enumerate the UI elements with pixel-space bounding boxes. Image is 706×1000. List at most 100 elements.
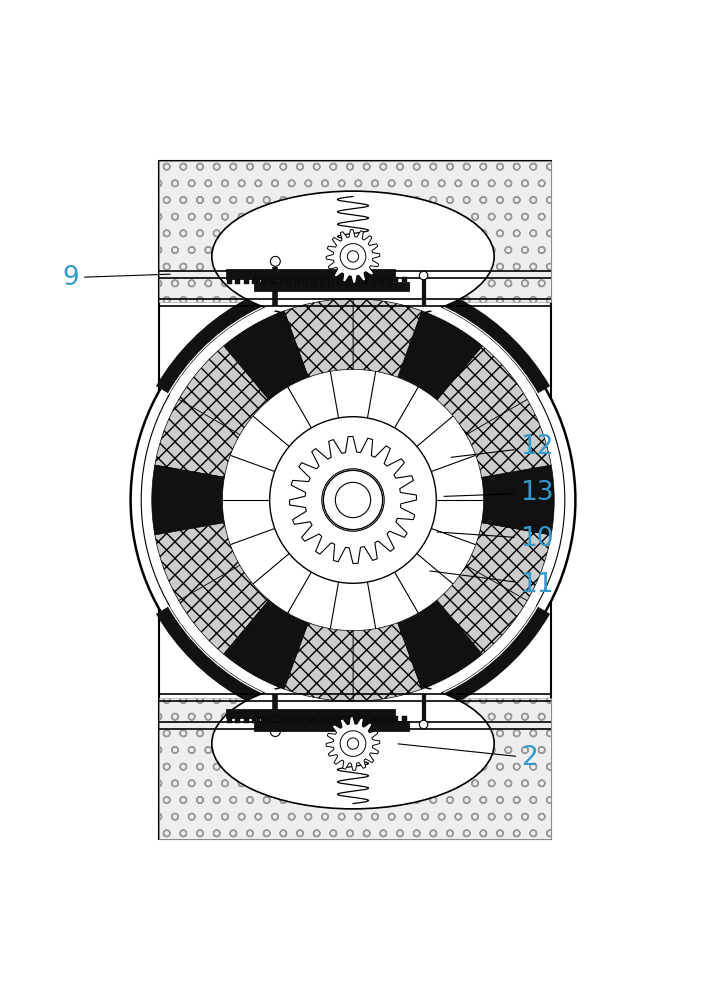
Bar xyxy=(316,277,321,282)
Circle shape xyxy=(347,738,359,749)
Bar xyxy=(227,279,232,284)
Bar xyxy=(376,277,381,282)
Bar xyxy=(298,716,304,721)
Bar xyxy=(311,279,316,284)
Bar xyxy=(244,279,249,284)
Polygon shape xyxy=(179,565,269,654)
Polygon shape xyxy=(155,523,240,601)
Bar xyxy=(269,718,274,723)
Bar xyxy=(289,277,294,282)
Bar xyxy=(269,279,274,284)
Bar xyxy=(294,279,299,284)
Bar xyxy=(311,718,316,723)
Circle shape xyxy=(419,720,428,729)
Bar xyxy=(341,716,347,721)
Bar xyxy=(307,716,312,721)
Polygon shape xyxy=(481,465,554,535)
Polygon shape xyxy=(285,623,353,701)
Circle shape xyxy=(270,256,280,266)
Polygon shape xyxy=(326,717,380,770)
Bar xyxy=(362,718,367,723)
Polygon shape xyxy=(466,399,551,477)
Bar xyxy=(393,716,398,721)
Ellipse shape xyxy=(212,678,494,809)
Bar xyxy=(320,279,325,284)
Bar xyxy=(254,721,409,731)
Bar xyxy=(328,279,333,284)
Bar xyxy=(255,716,261,721)
Bar xyxy=(289,716,294,721)
Bar xyxy=(303,718,308,723)
Polygon shape xyxy=(289,436,417,564)
Bar xyxy=(328,718,333,723)
Circle shape xyxy=(270,417,436,583)
Bar xyxy=(273,716,277,721)
Bar xyxy=(277,718,282,723)
Bar xyxy=(333,277,338,282)
Circle shape xyxy=(322,469,384,531)
Polygon shape xyxy=(326,230,380,283)
Polygon shape xyxy=(155,399,240,477)
Circle shape xyxy=(131,278,575,722)
Circle shape xyxy=(270,727,280,737)
Bar xyxy=(350,716,355,721)
Bar xyxy=(252,718,257,723)
Bar xyxy=(294,718,299,723)
Bar xyxy=(261,279,265,284)
Polygon shape xyxy=(224,600,309,689)
Bar xyxy=(298,277,304,282)
Bar xyxy=(354,718,359,723)
Bar xyxy=(255,277,261,282)
Circle shape xyxy=(419,271,428,280)
Bar xyxy=(333,716,338,721)
Polygon shape xyxy=(353,623,421,701)
Bar xyxy=(324,716,329,721)
Bar xyxy=(371,279,376,284)
Bar xyxy=(371,718,376,723)
Bar xyxy=(159,161,551,839)
Polygon shape xyxy=(466,523,551,601)
Bar xyxy=(286,718,291,723)
Bar xyxy=(159,698,551,839)
Bar xyxy=(281,277,286,282)
Bar xyxy=(388,279,393,284)
Bar xyxy=(227,718,232,723)
Text: 12: 12 xyxy=(451,434,554,460)
Bar xyxy=(286,279,291,284)
Bar xyxy=(320,718,325,723)
Text: 13: 13 xyxy=(444,480,554,506)
Bar xyxy=(235,718,240,723)
Bar xyxy=(354,279,359,284)
Bar xyxy=(345,718,350,723)
Circle shape xyxy=(323,470,383,530)
Bar xyxy=(359,716,364,721)
Polygon shape xyxy=(285,299,353,377)
Bar xyxy=(277,279,282,284)
Circle shape xyxy=(347,251,359,262)
Bar xyxy=(359,277,364,282)
Polygon shape xyxy=(152,465,225,535)
Text: 2: 2 xyxy=(398,744,538,771)
Ellipse shape xyxy=(212,191,494,322)
Bar xyxy=(252,279,257,284)
Circle shape xyxy=(141,288,565,712)
Bar xyxy=(159,161,551,302)
Bar xyxy=(367,716,372,721)
Bar xyxy=(263,277,269,282)
Bar xyxy=(393,277,398,282)
Bar xyxy=(385,277,390,282)
Polygon shape xyxy=(397,311,482,400)
Bar xyxy=(303,279,308,284)
Bar xyxy=(345,279,350,284)
Polygon shape xyxy=(397,600,482,689)
Bar xyxy=(402,716,407,721)
Bar xyxy=(281,716,286,721)
Bar xyxy=(379,718,384,723)
Bar xyxy=(273,277,277,282)
Bar xyxy=(261,718,265,723)
Circle shape xyxy=(340,244,366,269)
Bar xyxy=(226,269,395,279)
Bar xyxy=(385,716,390,721)
Bar xyxy=(350,277,355,282)
Bar xyxy=(337,718,342,723)
